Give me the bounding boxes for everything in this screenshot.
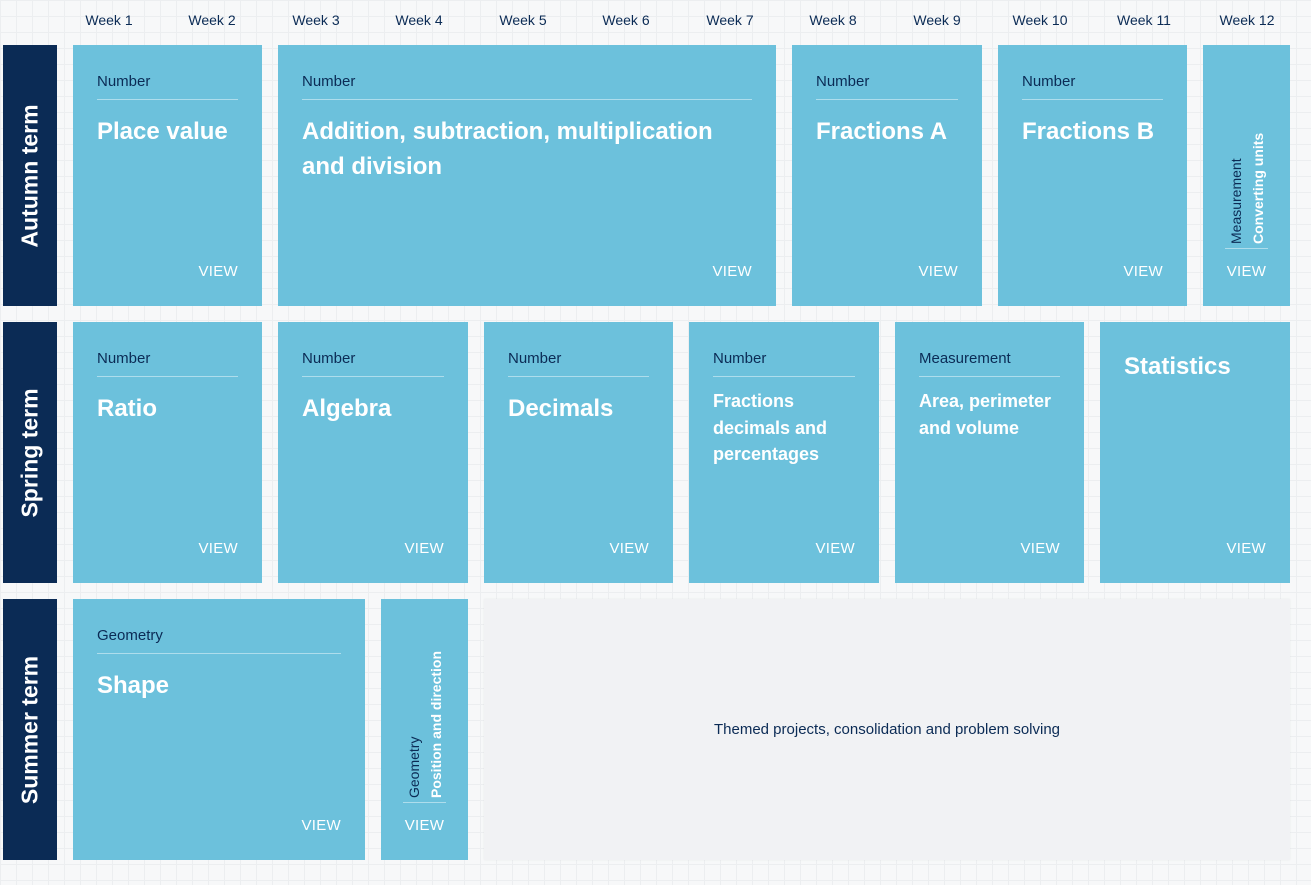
autumn-term-label: Autumn term — [3, 45, 57, 306]
card-title: Area, perimeter and volume — [919, 391, 1052, 438]
view-button[interactable]: VIEW — [1020, 540, 1060, 557]
card-strand: Number — [302, 350, 444, 377]
card-strand: Number — [816, 73, 958, 100]
week-4-label: Week 4 — [395, 12, 443, 28]
card-statistics[interactable]: Statistics VIEW — [1100, 322, 1290, 583]
spring-term-text: Spring term — [16, 387, 43, 518]
themed-projects-text: Themed projects, consolidation and probl… — [713, 721, 1061, 738]
card-title: Decimals — [508, 395, 614, 422]
week-11-label: Week 11 — [1117, 12, 1171, 28]
summer-term-text: Summer term — [16, 655, 43, 804]
card-strand: Number — [508, 350, 649, 377]
card-strand: Number — [1022, 73, 1163, 100]
card-algebra[interactable]: Number Algebra VIEW — [278, 322, 468, 583]
week-10-label: Week 10 — [1012, 12, 1068, 28]
card-strand: Number — [302, 73, 752, 100]
card-ratio[interactable]: Number Ratio VIEW — [73, 322, 262, 583]
card-title: Fractions B — [1022, 118, 1155, 145]
week-9-label: Week 9 — [913, 12, 961, 28]
view-button[interactable]: VIEW — [918, 263, 958, 280]
card-decimals[interactable]: Number Decimals VIEW — [484, 322, 673, 583]
week-7-label: Week 7 — [706, 12, 754, 28]
card-position-direction[interactable]: Geometry Position and direction VIEW — [381, 599, 468, 860]
card-place-value[interactable]: Number Place value VIEW — [73, 45, 262, 306]
themed-projects-block: Themed projects, consolidation and probl… — [484, 599, 1290, 860]
card-title: Position and direction — [427, 650, 444, 798]
week-8-label: Week 8 — [809, 12, 857, 28]
card-strand: Measurement — [919, 350, 1060, 377]
card-converting-units[interactable]: Measurement Converting units VIEW — [1203, 45, 1290, 306]
view-button[interactable]: VIEW — [404, 817, 445, 834]
card-title: Statistics — [1124, 353, 1231, 380]
card-shape[interactable]: Geometry Shape VIEW — [73, 599, 365, 860]
card-title: Place value — [97, 118, 228, 145]
card-divider — [403, 802, 446, 803]
view-button[interactable]: VIEW — [198, 540, 238, 557]
view-button[interactable]: VIEW — [1226, 540, 1266, 557]
card-title: Ratio — [97, 395, 157, 422]
week-6-label: Week 6 — [602, 12, 650, 28]
card-title: Algebra — [302, 395, 392, 422]
week-12-label: Week 12 — [1219, 12, 1275, 28]
week-3-label: Week 3 — [292, 12, 340, 28]
card-title: Shape — [97, 672, 170, 699]
card-fractions-a[interactable]: Number Fractions A VIEW — [792, 45, 982, 306]
card-strand: Number — [97, 350, 238, 377]
card-strand: Geometry — [97, 627, 341, 654]
card-title: Fractions decimals and percentages — [713, 391, 828, 464]
week-1-label: Week 1 — [85, 12, 133, 28]
card-area-perimeter-volume[interactable]: Measurement Area, perimeter and volume V… — [895, 322, 1084, 583]
spring-term-label: Spring term — [3, 322, 57, 583]
week-2-label: Week 2 — [188, 12, 236, 28]
card-divider — [1225, 248, 1268, 249]
card-strand: Geometry — [405, 736, 422, 798]
card-fractions-b[interactable]: Number Fractions B VIEW — [998, 45, 1187, 306]
card-strand: Measurement — [1227, 158, 1244, 244]
card-title: Addition, subtraction, multiplication an… — [302, 118, 713, 180]
card-strand: Number — [97, 73, 238, 100]
view-button[interactable]: VIEW — [1123, 263, 1163, 280]
view-button[interactable]: VIEW — [404, 540, 444, 557]
card-title: Fractions A — [816, 118, 948, 145]
card-vertical-text: Measurement Converting units — [1203, 45, 1290, 244]
week-5-label: Week 5 — [499, 12, 547, 28]
card-strand: Number — [713, 350, 855, 377]
card-title: Converting units — [1249, 132, 1266, 244]
summer-term-label: Summer term — [3, 599, 57, 860]
autumn-term-text: Autumn term — [16, 103, 43, 248]
view-button[interactable]: VIEW — [609, 540, 649, 557]
view-button[interactable]: VIEW — [1226, 263, 1267, 280]
card-vertical-text: Geometry Position and direction — [381, 599, 468, 798]
card-addition-subtraction[interactable]: Number Addition, subtraction, multiplica… — [278, 45, 776, 306]
view-button[interactable]: VIEW — [198, 263, 238, 280]
week-header: Week 1 Week 2 Week 3 Week 4 Week 5 Week … — [0, 0, 1311, 42]
card-fractions-decimals-percentages[interactable]: Number Fractions decimals and percentage… — [689, 322, 879, 583]
view-button[interactable]: VIEW — [301, 817, 341, 834]
view-button[interactable]: VIEW — [815, 540, 855, 557]
view-button[interactable]: VIEW — [712, 263, 752, 280]
